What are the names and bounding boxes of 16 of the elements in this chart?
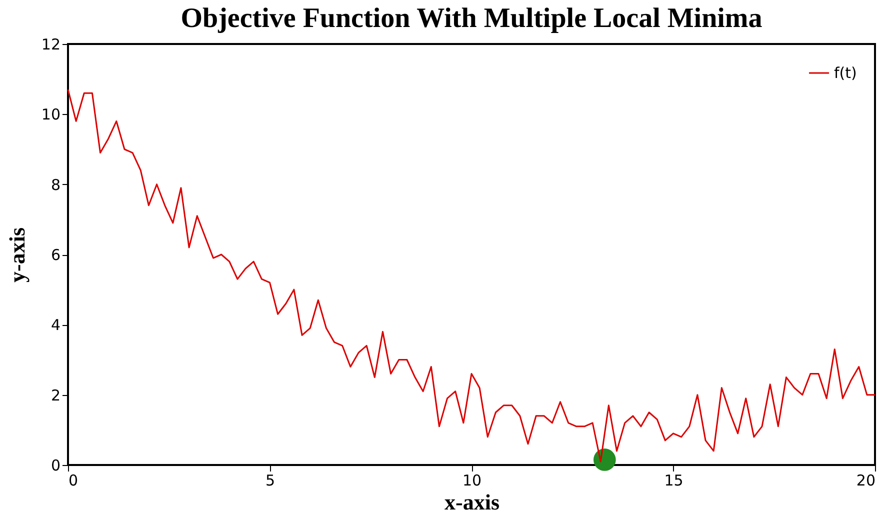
x-tick-label: 20 xyxy=(856,472,876,490)
y-tick-label: 0 xyxy=(50,456,60,474)
y-tick-label: 4 xyxy=(50,316,60,334)
y-tick-label: 10 xyxy=(41,106,60,124)
y-tick-label: 6 xyxy=(50,246,60,264)
y-tick-label: 2 xyxy=(50,386,60,404)
x-tick-label: 10 xyxy=(462,472,482,490)
x-tick-label: 15 xyxy=(664,472,684,490)
chart-title: Objective Function With Multiple Local Minima xyxy=(180,3,762,34)
y-tick-label: 8 xyxy=(50,176,60,194)
y-tick-label: 12 xyxy=(41,36,60,54)
x-axis-title: x-axis xyxy=(444,490,500,514)
y-axis-title: y-axis xyxy=(4,227,30,282)
x-tick-label: 5 xyxy=(265,472,276,490)
x-tick-label: 0 xyxy=(68,472,78,490)
legend-label: f(t) xyxy=(834,64,857,82)
